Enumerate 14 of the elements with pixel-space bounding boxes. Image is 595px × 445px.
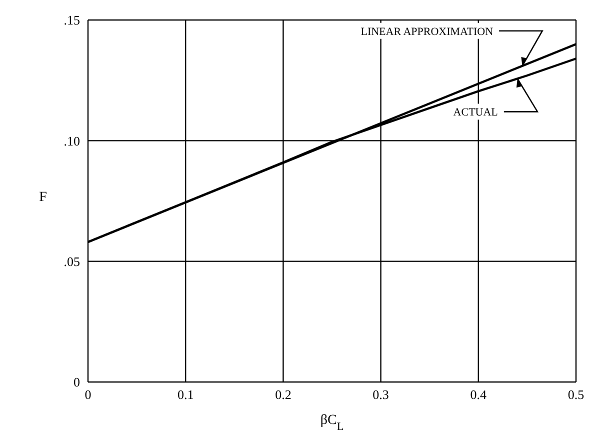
y-tick-label: .15 [64, 12, 80, 28]
x-tick-label: 0.4 [470, 387, 488, 402]
x-axis-title: βC$_{L}$ [320, 413, 344, 433]
y-tick-label: 0 [74, 374, 80, 390]
series-label: ACTUAL [453, 106, 498, 119]
y-tick-label: .05 [64, 254, 80, 269]
y-axis-title: F [39, 190, 48, 205]
text: LINEAR APPROXIMATION [360, 26, 494, 38]
x-tick-label: 0.3 [372, 387, 389, 402]
y-tick-label: .10 [64, 133, 80, 148]
x-tick-label: 0.5 [568, 387, 584, 402]
x-tick-label: 0 [84, 387, 92, 402]
x-tick-label: 0.2 [275, 387, 292, 402]
x-tick-label: 0.1 [177, 387, 194, 402]
